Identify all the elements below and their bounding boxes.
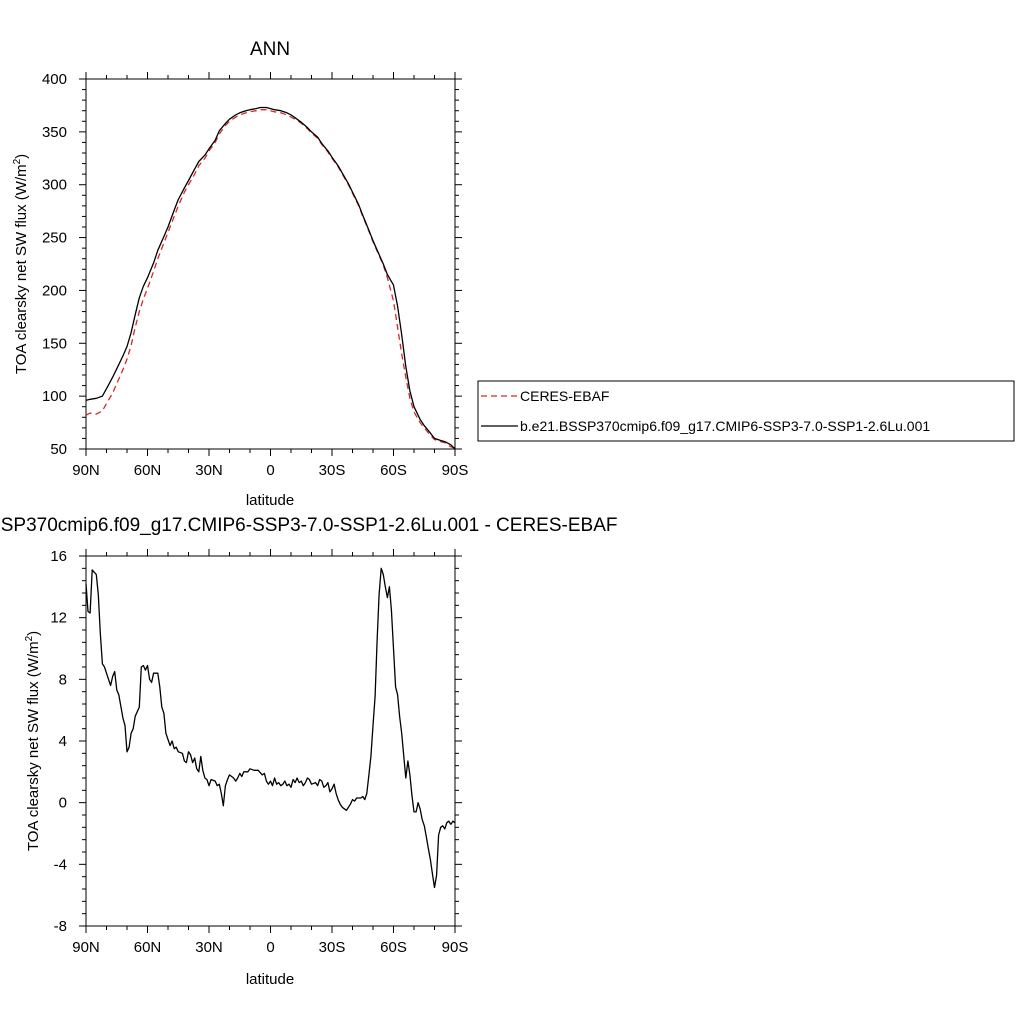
top-ytick-label: 350 xyxy=(42,124,67,141)
bottom-ytick-label: 4 xyxy=(59,733,67,750)
top-xtick-label: 0 xyxy=(266,462,274,479)
bottom-xtick-label: 30S xyxy=(319,939,346,956)
top-ytick-label: 400 xyxy=(42,71,67,88)
bottom-ytick-label: 12 xyxy=(50,610,67,627)
legend: CERES-EBAF b.e21.BSSP370cmip6.f09_g17.CM… xyxy=(477,380,1015,442)
bottom-chart-series xyxy=(85,567,456,889)
bottom-xtick-label: 60N xyxy=(134,939,162,956)
bottom-xtick-label: 60S xyxy=(380,939,407,956)
top-chart-ticks: 90N 60N 30N 0 30S 60S 90S 50 100 150 200 250 300 350 4… xyxy=(42,71,468,479)
bottom-ytick-label: 16 xyxy=(50,548,67,565)
top-xtick-label: 60S xyxy=(380,462,407,479)
top-xtick-label: 90S xyxy=(442,462,469,479)
legend-label-model: b.e21.BSSP370cmip6.f09_g17.CMIP6-SSP3-7.… xyxy=(520,418,930,434)
bottom-chart-ylabel-close: ) xyxy=(25,631,42,636)
bottom-xtick-label: 90N xyxy=(72,939,100,956)
legend-box xyxy=(477,380,1015,442)
top-ytick-label: 300 xyxy=(42,177,67,194)
top-chart-title: ANN xyxy=(250,39,290,60)
bottom-xtick-label: 30N xyxy=(195,939,223,956)
bottom-xtick-label: 0 xyxy=(266,939,274,956)
bottom-xtick-label: 90S xyxy=(442,939,469,956)
top-ytick-label: 50 xyxy=(50,441,67,458)
top-xtick-label: 90N xyxy=(72,462,100,479)
top-xtick-label: 30N xyxy=(195,462,223,479)
top-chart-ylabel: TOA clearsky net SW flux (W/m2) xyxy=(12,154,30,374)
top-chart-ylabel-main: TOA clearsky net SW flux (W/m xyxy=(13,164,30,374)
top-ytick-label: 250 xyxy=(42,230,67,247)
bottom-ytick-label: 0 xyxy=(59,795,67,812)
top-series-line-0 xyxy=(85,109,456,449)
top-chart-xlabel: latitude xyxy=(246,492,294,509)
bottom-ytick-label: -8 xyxy=(54,918,67,935)
bottom-chart-ylabel-sup: 2 xyxy=(24,635,35,641)
legend-label-ceres: CERES-EBAF xyxy=(520,388,609,404)
top-chart-ylabel-close: ) xyxy=(13,154,30,159)
bottom-chart-ylabel: TOA clearsky net SW flux (W/m2) xyxy=(24,631,42,851)
top-chart-plot-frame xyxy=(85,78,456,450)
top-xtick-label: 30S xyxy=(319,462,346,479)
bottom-chart-panel: b.e21.BSSP370cmip6.f09_g17.CMIP6-SSP3-7.… xyxy=(0,515,617,988)
top-chart-panel: ANN 90N 60N 30N 0 30S 60S 90S 50 100 150 200 250 300… xyxy=(12,39,1015,509)
top-series-line-1 xyxy=(85,106,456,450)
top-chart-series xyxy=(85,106,456,450)
bottom-chart-title: b.e21.BSSP370cmip6.f09_g17.CMIP6-SSP3-7.… xyxy=(0,515,617,536)
top-chart-ylabel-sup: 2 xyxy=(12,158,23,164)
bottom-ytick-label: 8 xyxy=(59,671,67,688)
bottom-series-line-0 xyxy=(85,567,456,889)
bottom-chart-plot-frame xyxy=(85,555,456,927)
bottom-chart-xlabel: latitude xyxy=(246,971,294,988)
bottom-chart-ticks: 90N 60N 30N 0 30S 60S 90S -8 -4 0 4 8 12 16 xyxy=(50,548,468,956)
bottom-ytick-label: -4 xyxy=(54,856,67,873)
top-ytick-label: 200 xyxy=(42,282,67,299)
bottom-chart-ylabel-main: TOA clearsky net SW flux (W/m xyxy=(25,641,42,851)
top-ytick-label: 150 xyxy=(42,335,67,352)
top-xtick-label: 60N xyxy=(134,462,162,479)
top-ytick-label: 100 xyxy=(42,388,67,405)
